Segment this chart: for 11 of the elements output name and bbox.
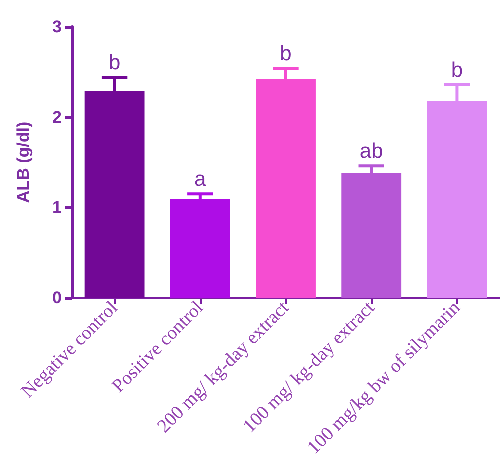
y-tick-label: 2 xyxy=(52,108,62,127)
annotation: ab xyxy=(360,140,384,164)
annotation: b xyxy=(451,58,464,82)
y-axis-title: ALB (g/dl) xyxy=(14,122,33,204)
annotation: b xyxy=(280,42,292,66)
y-tick-label: 0 xyxy=(52,288,62,308)
y-tick-label: 1 xyxy=(52,198,62,218)
bar xyxy=(170,200,230,298)
annotation: b xyxy=(108,52,121,75)
y-tick-label: 3 xyxy=(52,18,62,36)
annotation: a xyxy=(194,168,207,192)
